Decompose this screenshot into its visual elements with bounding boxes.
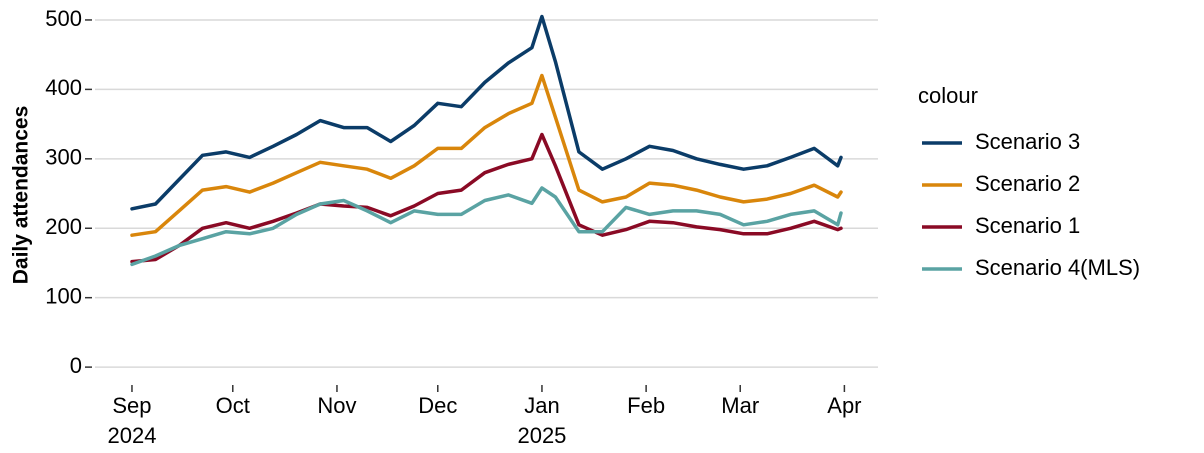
x-tick-label: Jan 2025 [517,393,566,448]
x-tick-label: Sep 2024 [107,393,156,448]
y-tick-label: 100 [45,283,82,308]
x-tick-label: Nov [317,393,356,418]
x-tick-label: Feb [627,393,665,418]
x-tick-label: Dec [418,393,457,418]
legend-label: Scenario 2 [975,171,1080,196]
series-line [130,132,843,264]
legend-label: Scenario 4(MLS) [975,255,1140,280]
legend-title: colour [918,83,978,108]
legend-label: Scenario 1 [975,213,1080,238]
legend-label: Scenario 3 [975,129,1080,154]
series-line [130,14,843,211]
y-tick-label: 300 [45,145,82,170]
series-line [130,73,843,237]
x-tick-label: Mar [721,393,759,418]
y-tick-label: 400 [45,75,82,100]
y-axis-title: Daily attendances [10,106,33,285]
y-tick-label: 500 [45,6,82,31]
y-tick-label: 200 [45,214,82,239]
y-tick-label: 0 [70,353,82,378]
series-line [130,186,843,267]
x-tick-label: Oct [216,393,250,418]
x-tick-label: Apr [827,393,861,418]
